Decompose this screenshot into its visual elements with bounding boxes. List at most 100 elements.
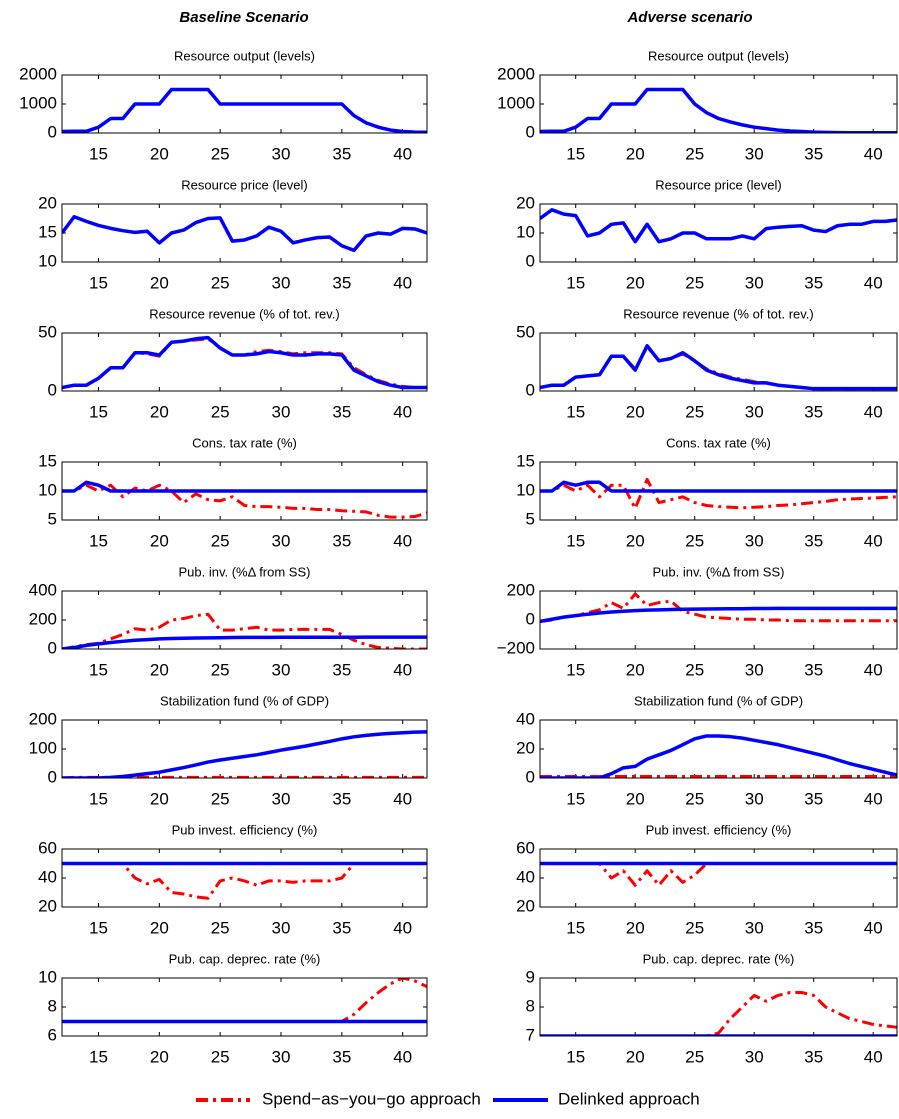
x-tick-label: 30 [745, 144, 764, 163]
x-tick-label: 30 [272, 660, 291, 679]
x-tick-label: 40 [393, 1047, 412, 1066]
x-tick-label: 40 [393, 918, 412, 937]
axes-frame [539, 719, 898, 779]
y-tick-label: 60 [38, 838, 57, 857]
y-tick-label: 0 [48, 638, 57, 657]
x-tick-label: 20 [150, 531, 169, 550]
x-tick-label: 40 [864, 144, 883, 163]
x-tick-label: 40 [393, 402, 412, 421]
x-tick-label: 35 [804, 402, 823, 421]
series-line [540, 88, 897, 133]
y-tick-label: 7 [526, 1025, 535, 1044]
subplot-title: Pub. cap. deprec. rate (%) [643, 951, 795, 966]
y-tick-label: 2000 [497, 64, 535, 83]
subplot: Resource price (level) 0 10 20 15 20 25 30 35 40 [516, 177, 898, 292]
series-line [540, 208, 897, 244]
x-tick-label: 35 [804, 1047, 823, 1066]
x-tick-label: 15 [566, 660, 585, 679]
y-tick-label: 0 [48, 380, 57, 399]
axes-frame [539, 332, 898, 392]
x-tick-label: 15 [89, 918, 108, 937]
axes-frame [539, 461, 898, 521]
x-tick-label: 40 [864, 660, 883, 679]
x-tick-label: 15 [566, 144, 585, 163]
axes-frame [539, 590, 898, 650]
series-line [62, 862, 427, 900]
x-tick-label: 30 [745, 660, 764, 679]
y-tick-label: 2000 [19, 64, 57, 83]
x-tick-label: 25 [685, 1047, 704, 1066]
y-tick-label: 20 [516, 896, 535, 915]
series-line [540, 477, 897, 510]
axes-frame [539, 977, 898, 1037]
subplot-title: Pub invest. efficiency (%) [172, 822, 318, 837]
x-tick-label: 25 [685, 531, 704, 550]
x-tick-label: 40 [864, 789, 883, 808]
x-tick-label: 40 [393, 789, 412, 808]
y-tick-label: 20 [38, 193, 57, 212]
x-tick-label: 35 [804, 660, 823, 679]
series-line [62, 483, 427, 519]
x-tick-label: 30 [745, 402, 764, 421]
subplot: Pub. cap. deprec. rate (%) 6 8 10 15 20 25 30 35… [38, 951, 428, 1066]
x-tick-label: 20 [150, 402, 169, 421]
y-tick-label: 60 [516, 838, 535, 857]
x-tick-label: 40 [864, 918, 883, 937]
x-tick-label: 30 [272, 402, 291, 421]
series-line [540, 734, 897, 778]
x-tick-label: 20 [626, 402, 645, 421]
x-tick-label: 35 [332, 1047, 351, 1066]
subplot-title: Pub. inv. (%Δ from SS) [653, 564, 785, 579]
y-tick-label: 0 [526, 609, 535, 628]
x-tick-label: 30 [272, 789, 291, 808]
x-tick-label: 35 [332, 273, 351, 292]
axes-frame [539, 848, 898, 908]
x-tick-label: 35 [804, 531, 823, 550]
y-tick-label: 0 [526, 122, 535, 141]
x-tick-label: 20 [150, 918, 169, 937]
series-line [540, 991, 897, 1036]
y-tick-label: −200 [497, 638, 535, 657]
x-tick-label: 40 [864, 1047, 883, 1066]
series-line [540, 862, 897, 887]
subplot-title: Stabilization fund (% of GDP) [160, 693, 329, 708]
x-tick-label: 15 [566, 273, 585, 292]
x-tick-label: 40 [393, 531, 412, 550]
axes-frame [61, 332, 428, 392]
x-tick-label: 25 [211, 918, 230, 937]
x-tick-label: 25 [685, 144, 704, 163]
subplot-title: Resource output (levels) [174, 48, 315, 63]
x-tick-label: 35 [804, 918, 823, 937]
x-tick-label: 20 [150, 144, 169, 163]
y-tick-label: 10 [516, 480, 535, 499]
x-tick-label: 20 [626, 660, 645, 679]
y-tick-label: 40 [38, 867, 57, 886]
subplot: Pub invest. efficiency (%) 20 40 60 15 20 25 30… [38, 822, 428, 937]
x-tick-label: 20 [150, 660, 169, 679]
subplot: Resource revenue (% of tot. rev.) 0 50 15 20… [516, 306, 898, 421]
x-tick-label: 25 [211, 1047, 230, 1066]
x-tick-label: 40 [864, 531, 883, 550]
axes-frame [61, 977, 428, 1037]
subplot-title: Cons. tax rate (%) [666, 435, 771, 450]
x-tick-label: 15 [89, 789, 108, 808]
series-line [540, 87, 897, 133]
series-line [62, 978, 427, 1023]
x-tick-label: 35 [332, 144, 351, 163]
y-tick-label: 40 [516, 709, 535, 728]
x-tick-label: 25 [211, 789, 230, 808]
x-tick-label: 15 [566, 1047, 585, 1066]
subplot-title: Stabilization fund (% of GDP) [634, 693, 803, 708]
y-tick-label: 400 [29, 580, 57, 599]
subplot: Cons. tax rate (%) 5 10 15 15 20 25 30 35 40 [516, 435, 898, 550]
x-tick-label: 15 [89, 402, 108, 421]
x-tick-label: 30 [745, 789, 764, 808]
subplot: Pub. cap. deprec. rate (%) 7 8 9 15 20 25 30 35 4… [526, 951, 898, 1066]
x-tick-label: 25 [685, 918, 704, 937]
x-tick-label: 15 [89, 1047, 108, 1066]
x-tick-label: 15 [566, 789, 585, 808]
x-tick-label: 15 [89, 531, 108, 550]
series-line [62, 730, 427, 778]
y-tick-label: 20 [516, 193, 535, 212]
